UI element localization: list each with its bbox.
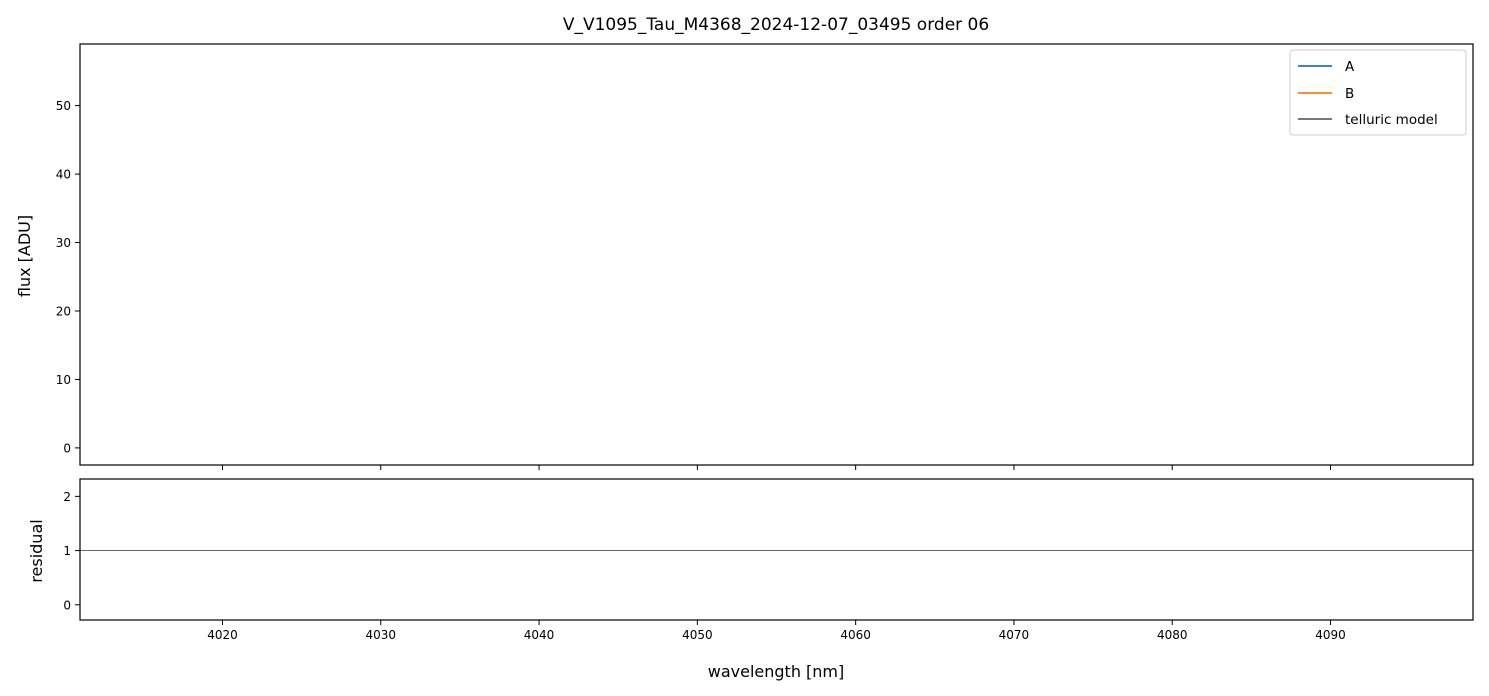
residual-x-tick-label: 4030 [365,628,396,642]
flux-axes-frame [79,43,1474,466]
flux-x-ticks [221,465,1332,470]
residual-y-axis-label: residual [27,519,46,582]
residual-x-ticks: 4020 4030 4040 4050 4060 4070 4080 4090 [207,620,1346,642]
residual-y-tick-label: 0 [63,598,71,612]
chart-title: V_V1095_Tau_M4368_2024-12-07_03495 order… [563,15,989,35]
flux-y-tick-label: 20 [56,304,71,318]
residual-y-ticks: 0 1 2 [63,490,80,612]
residual-x-tick-label: 4060 [840,628,871,642]
flux-y-tick-label: 0 [63,441,71,455]
residual-y-tick-label: 2 [63,490,71,504]
flux-y-tick-label: 40 [56,168,71,182]
residual-y-tick-label: 1 [63,544,71,558]
residual-x-tick-label: 4020 [207,628,238,642]
flux-y-tick-label: 10 [56,373,71,387]
flux-y-ticks: 0 10 20 30 40 50 [56,99,80,455]
legend-label-telluric: telluric model [1345,112,1438,128]
residual-x-tick-label: 4080 [1157,628,1188,642]
legend-box [1289,49,1467,136]
residual-series-group [80,550,1473,551]
legend: A B telluric model [1289,49,1467,136]
x-axis-label: wavelength [nm] [708,662,845,681]
residual-panel: 0 1 2 4020 4030 4040 4050 4060 4070 4080 4090 res… [27,478,1474,681]
legend-label-a: A [1345,59,1355,75]
flux-y-tick-label: 50 [56,99,71,113]
legend-label-b: B [1345,86,1354,102]
flux-panel: 0 10 20 30 40 50 flux [ADU] A B telluric mode… [15,43,1474,470]
residual-axes-frame [79,478,1474,621]
residual-x-tick-label: 4090 [1315,628,1346,642]
residual-x-tick-label: 4040 [524,628,555,642]
residual-x-tick-label: 4070 [999,628,1030,642]
flux-y-tick-label: 30 [56,236,71,250]
flux-y-axis-label: flux [ADU] [15,215,34,297]
residual-x-tick-label: 4050 [682,628,713,642]
